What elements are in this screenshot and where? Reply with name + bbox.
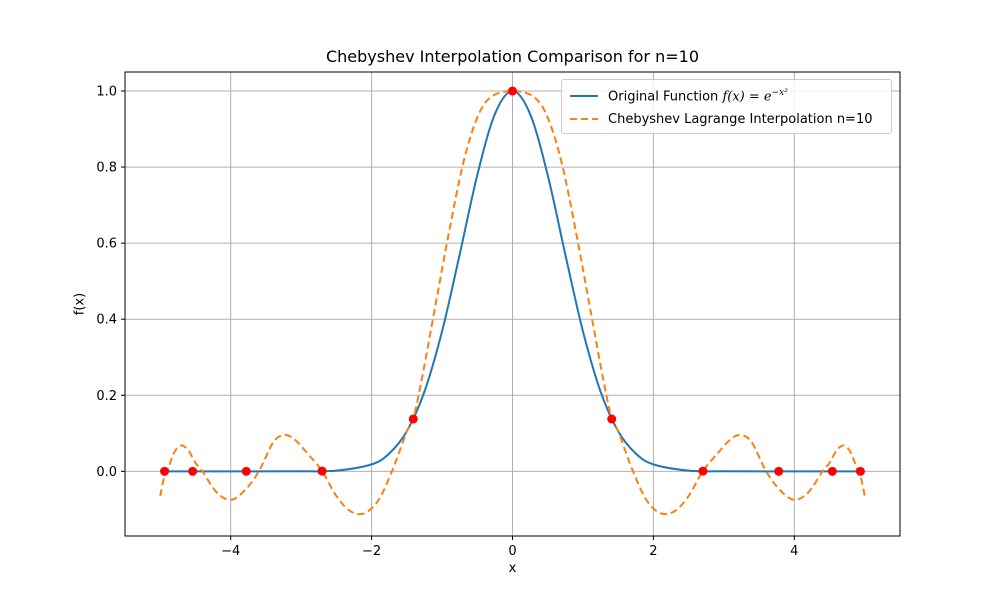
- legend-swatch-dashed: [570, 118, 598, 120]
- chebyshev-node-point: [241, 466, 251, 476]
- y-tick-label: 1.0: [96, 85, 117, 100]
- x-tick-label: 4: [790, 544, 798, 559]
- interpolation-line: [159, 90, 866, 516]
- x-tick-label: −2: [362, 544, 381, 559]
- legend-swatch-solid: [570, 95, 598, 97]
- legend-label-original: Original Function f(x) = e−x²: [608, 87, 788, 105]
- chebyshev-node-point: [317, 466, 327, 476]
- chart-title: Chebyshev Interpolation Comparison for n…: [325, 47, 699, 66]
- chebyshev-node-point: [160, 466, 170, 476]
- chebyshev-node-point: [607, 414, 617, 424]
- x-tick-label: 0: [508, 544, 516, 559]
- chebyshev-node-point: [774, 466, 784, 476]
- y-tick-label: 0.8: [96, 161, 117, 176]
- ticks-layer: −4 −2 0 2 4 0.0 0.2 0.4 0.6 0.8 1.0: [96, 85, 798, 559]
- y-axis-label: f(x): [72, 292, 88, 316]
- legend-item-original: Original Function f(x) = e−x²: [570, 86, 788, 106]
- y-tick-label: 0.6: [96, 237, 117, 252]
- nodes-layer: [160, 86, 865, 476]
- chebyshev-node-point: [855, 466, 865, 476]
- chebyshev-node-point: [408, 414, 418, 424]
- x-tick-label: −4: [221, 544, 240, 559]
- legend-item-interpolation: Chebyshev Lagrange Interpolation n=10: [570, 109, 873, 129]
- chebyshev-node-point: [508, 86, 517, 96]
- legend: Original Function f(x) = e−x² Chebyshev …: [561, 79, 892, 134]
- grid-layer: [125, 72, 900, 536]
- x-axis-label: x: [508, 561, 517, 576]
- chebyshev-node-point: [698, 466, 708, 476]
- chebyshev-node-point: [188, 466, 198, 476]
- chebyshev-node-point: [827, 466, 837, 476]
- x-tick-label: 2: [649, 544, 657, 559]
- y-tick-label: 0.4: [96, 313, 117, 328]
- y-tick-label: 0.0: [96, 465, 117, 480]
- y-tick-label: 0.2: [96, 389, 117, 404]
- legend-label-interpolation: Chebyshev Lagrange Interpolation n=10: [608, 111, 873, 127]
